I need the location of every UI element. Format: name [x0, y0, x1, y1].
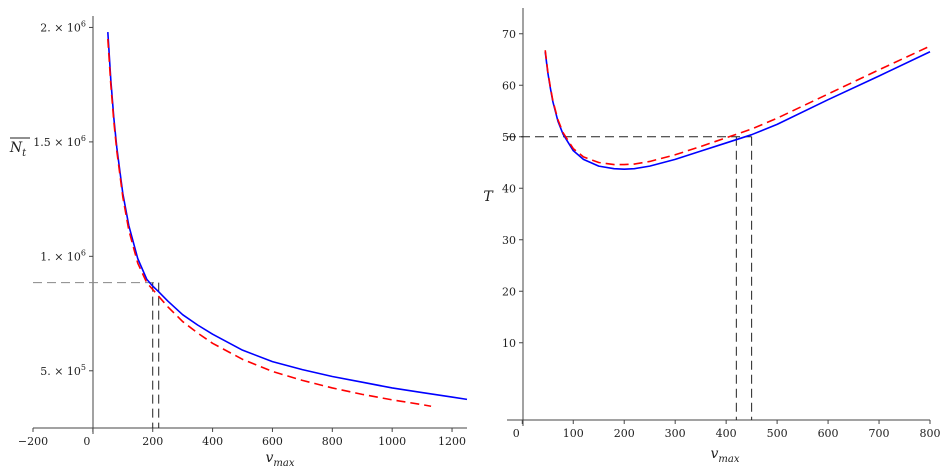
y-tick-label: 1.5 × 106	[33, 134, 86, 149]
x-tick-label: 0	[513, 427, 520, 440]
x-tick-label: 500	[767, 427, 788, 440]
chart-2: 0 100 200 300 400 500 600 700 80010203040506070v…	[483, 8, 941, 465]
x-tick-label: 100	[563, 427, 584, 440]
x-tick-label: 1200	[438, 435, 466, 448]
x-tick-label: 600	[262, 435, 283, 448]
y-tick-label: 70	[502, 28, 516, 41]
y-tick-label: 2. × 106	[40, 19, 86, 34]
series-line-red-dashed	[107, 38, 432, 408]
x-tick-label: −200	[18, 435, 48, 448]
x-axis-title: vmax	[710, 446, 739, 465]
y-tick-label: 60	[502, 79, 516, 92]
x-tick-label: 0	[83, 435, 90, 448]
y-axis-title: T	[483, 189, 494, 205]
x-tick-label: 400	[202, 435, 223, 448]
y-tick-label: 5. × 105	[40, 363, 86, 378]
x-tick-label: 600	[818, 427, 839, 440]
y-tick-label: 30	[502, 234, 516, 247]
x-tick-label: 800	[322, 435, 343, 448]
x-tick-label: 1000	[378, 435, 406, 448]
y-tick-label: 10	[502, 337, 516, 350]
x-tick-label: 300	[665, 427, 686, 440]
series-line-blue-solid	[107, 31, 468, 401]
x-tick-label: 400	[716, 427, 737, 440]
y-tick-label: 40	[502, 182, 516, 195]
chart-1: −200 0 200 400 600 800 1000 1200 5. × 105 1. × 10…	[9, 16, 468, 469]
series-line-blue-solid	[544, 51, 931, 170]
x-tick-label: 700	[869, 427, 890, 440]
x-tick-label: 200	[142, 435, 163, 448]
y-tick-label: 1. × 106	[40, 248, 86, 263]
y-tick-label: 20	[502, 285, 516, 298]
x-tick-label: 800	[920, 427, 941, 440]
x-tick-label: 200	[614, 427, 635, 440]
y-axis-title: Nt	[9, 140, 27, 159]
x-axis-title: vmax	[265, 450, 294, 469]
series-line-red-dashed	[544, 45, 931, 166]
